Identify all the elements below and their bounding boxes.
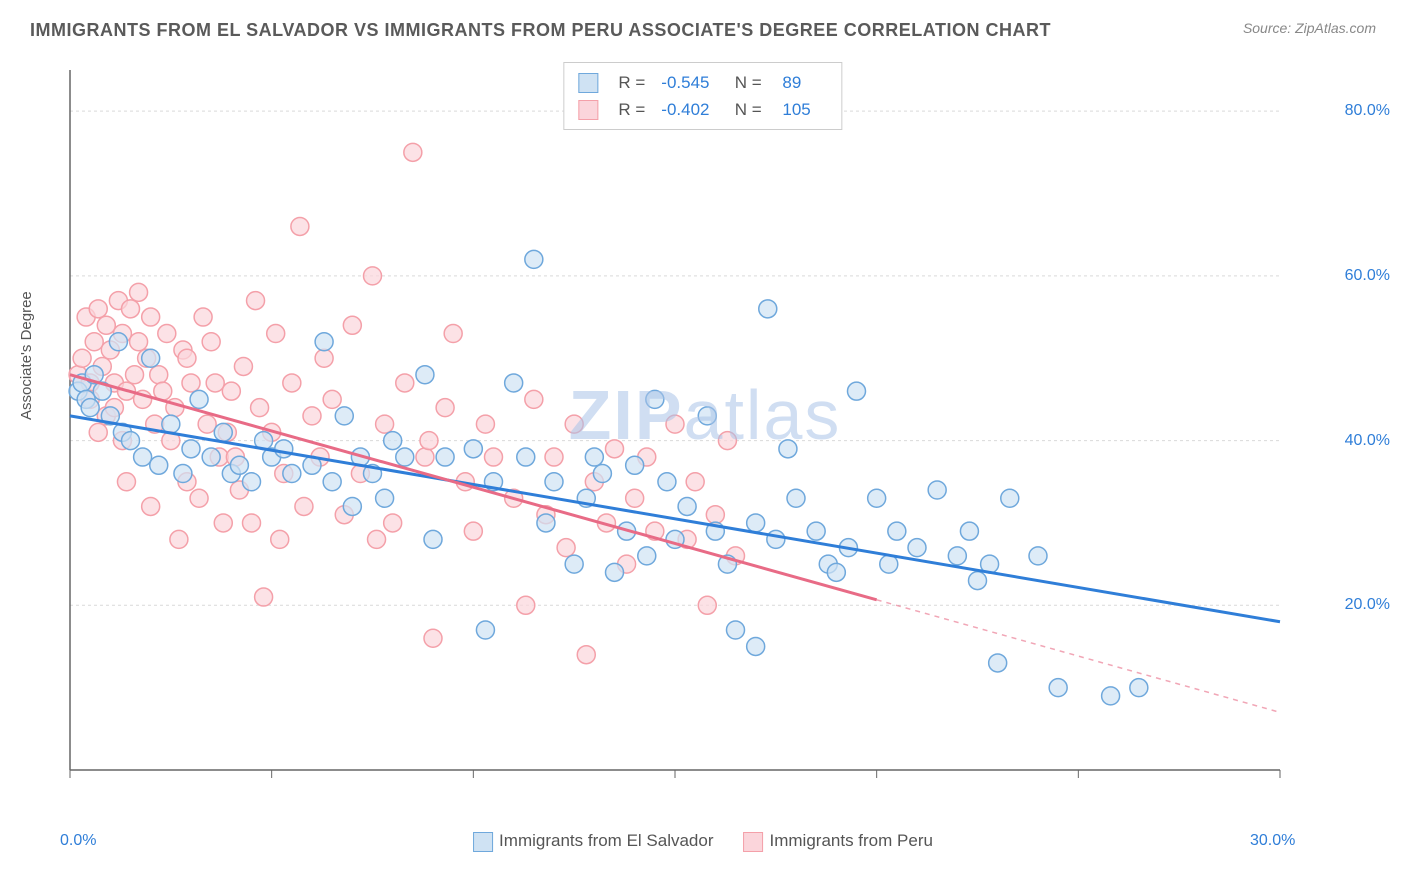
legend-swatch [578, 73, 598, 93]
y-tick-label: 80.0% [1345, 102, 1390, 120]
correlation-legend-row: R = -0.545 N = 89 [578, 69, 827, 96]
chart-title: IMMIGRANTS FROM EL SALVADOR VS IMMIGRANT… [30, 20, 1051, 41]
legend-item: Immigrants from El Salvador [473, 831, 713, 852]
y-tick-label: 60.0% [1345, 267, 1390, 285]
n-label: N = [725, 69, 761, 96]
legend-label: Immigrants from El Salvador [499, 831, 713, 850]
r-label: R = [618, 69, 645, 96]
n-value: 89 [778, 69, 828, 96]
n-label: N = [725, 96, 761, 123]
source-attribution: Source: ZipAtlas.com [1243, 20, 1376, 36]
r-value: -0.545 [661, 69, 711, 96]
n-value: 105 [778, 96, 828, 123]
legend-label: Immigrants from Peru [770, 831, 933, 850]
x-tick-label: 30.0% [1250, 832, 1295, 850]
chart-container: ZIPatlas [60, 60, 1350, 800]
legend-swatch [578, 100, 598, 120]
y-tick-label: 20.0% [1345, 596, 1390, 614]
y-tick-label: 40.0% [1345, 432, 1390, 450]
x-tick-label: 0.0% [60, 832, 96, 850]
r-label: R = [618, 96, 645, 123]
correlation-legend-row: R = -0.402 N = 105 [578, 96, 827, 123]
scatter-chart [60, 60, 1350, 800]
y-axis-label: Associate's Degree [18, 291, 35, 420]
r-value: -0.402 [661, 96, 711, 123]
series-legend: Immigrants from El Salvador Immigrants fr… [473, 831, 933, 852]
legend-item: Immigrants from Peru [744, 831, 933, 852]
legend-swatch [744, 832, 764, 852]
legend-swatch [473, 832, 493, 852]
correlation-legend: R = -0.545 N = 89 R = -0.402 N = 105 [563, 62, 842, 130]
